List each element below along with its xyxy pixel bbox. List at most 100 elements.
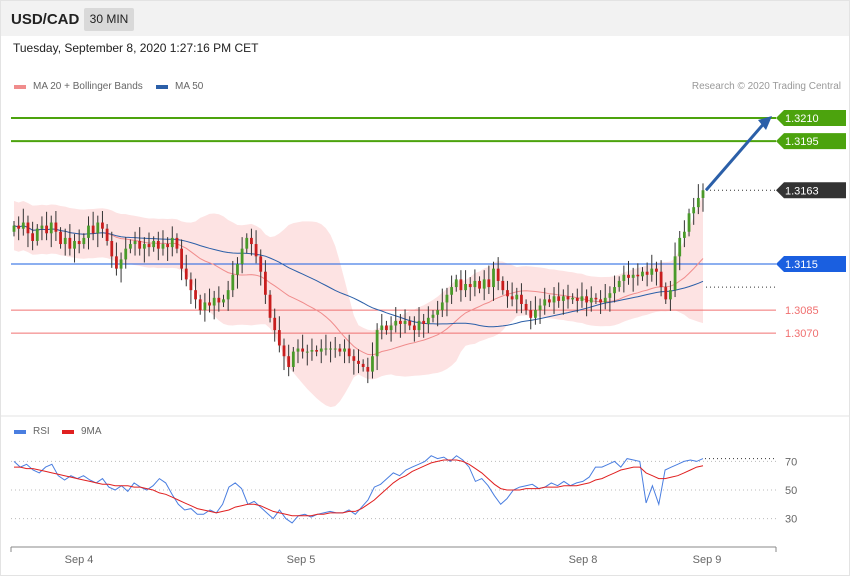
candle-body [208, 302, 211, 306]
candle-body [35, 228, 39, 241]
candle-body [12, 225, 16, 232]
candle [445, 287, 449, 317]
candle-body [412, 325, 416, 331]
candle [543, 287, 547, 315]
legend-item-9ma: 9MA [62, 426, 102, 437]
candle [385, 320, 388, 335]
candle [26, 215, 30, 248]
candle [21, 208, 25, 236]
candle [575, 288, 579, 313]
candle [128, 239, 132, 254]
candle-body [571, 297, 575, 300]
candle [594, 293, 598, 304]
candle [240, 237, 244, 274]
candle [184, 254, 188, 287]
candle [599, 290, 602, 314]
candle-body [77, 240, 81, 245]
candle [510, 282, 514, 307]
candle-body [240, 248, 244, 265]
candle-body [333, 348, 337, 350]
candle [291, 347, 295, 372]
timeframe-badge[interactable]: 30 MIN [84, 8, 134, 31]
candle [506, 280, 509, 308]
bollinger-band-area [14, 193, 703, 408]
candle [669, 280, 672, 311]
candle-body [310, 350, 314, 352]
candle-body [96, 222, 100, 234]
candle [492, 261, 495, 301]
candle [566, 284, 570, 309]
candle [534, 296, 537, 325]
candle [301, 334, 305, 359]
price-level-label-1.3070: 1.3070 [785, 328, 819, 340]
candle [296, 339, 300, 364]
candle [87, 216, 90, 250]
candle [422, 313, 426, 338]
candle-body [110, 240, 114, 257]
candle [45, 211, 48, 241]
candle-body [538, 305, 542, 311]
candle [96, 215, 100, 248]
candle [478, 276, 481, 294]
candle-body [478, 280, 481, 289]
candle-body [245, 237, 249, 249]
candle-body [468, 284, 472, 288]
price-tag-bg-1.3115 [776, 256, 846, 273]
candle-body [385, 325, 388, 331]
candle-body [263, 271, 267, 295]
legend-swatch-rsi [14, 429, 26, 434]
candle-body [45, 225, 48, 234]
candle-body [608, 293, 612, 298]
candle-body [105, 228, 109, 241]
legend-label-ma20: MA 20 + Bollinger Bands [33, 81, 143, 92]
candle [473, 269, 477, 297]
chart-timestamp: Tuesday, September 8, 2020 1:27:16 PM CE… [13, 41, 259, 55]
candle-body [128, 244, 132, 249]
candle-body [26, 222, 30, 234]
candle [440, 288, 444, 318]
candle-body [687, 213, 691, 232]
candle [650, 254, 654, 282]
candle [436, 300, 440, 327]
candle-body [534, 310, 537, 318]
candle [389, 316, 393, 342]
candle-body [380, 325, 384, 331]
candle-body [91, 225, 95, 234]
candle [682, 220, 686, 248]
candle-body [21, 222, 25, 229]
candle [119, 252, 123, 283]
candle-body [371, 356, 374, 372]
candle-body [329, 348, 332, 350]
legend-label-9ma: 9MA [81, 426, 102, 437]
candle-body [273, 317, 277, 331]
candle-body [673, 256, 677, 291]
credit-text: Research © 2020 Trading Central [691, 81, 841, 92]
candle-body [54, 222, 58, 232]
candle [696, 184, 700, 215]
candle [636, 263, 640, 286]
candle-body [212, 297, 216, 306]
candle-body [617, 280, 621, 288]
candle-body [529, 310, 533, 318]
legend-label-rsi: RSI [33, 426, 50, 437]
candle-body [338, 348, 342, 352]
candle [357, 349, 360, 374]
candle [82, 233, 86, 249]
candle [468, 277, 472, 301]
candle-body [450, 287, 454, 295]
candle-body [627, 274, 630, 278]
price-tag-label-1.3163: 1.3163 [785, 185, 819, 197]
candle-body [142, 244, 146, 249]
candle-body [417, 320, 421, 331]
candle-body [147, 244, 151, 248]
candle-body [366, 366, 370, 372]
candle-body [445, 294, 449, 303]
candle-body [696, 197, 700, 208]
candle [277, 316, 281, 353]
candle-body [389, 325, 393, 331]
candle [147, 232, 151, 257]
candle-body [31, 233, 35, 241]
candle-body [515, 294, 519, 300]
candle [35, 224, 39, 246]
candle-body [645, 271, 649, 275]
